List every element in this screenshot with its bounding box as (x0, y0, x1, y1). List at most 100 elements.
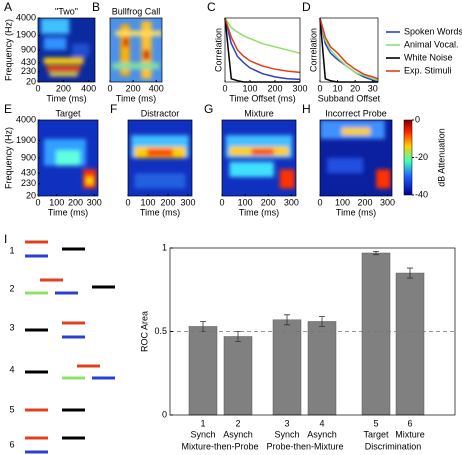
spectrogram-blob (251, 148, 274, 155)
spectrogram-blob (56, 150, 80, 166)
y-axis-label: ROC Area (139, 311, 149, 352)
frame (221, 119, 297, 197)
colorbar (403, 119, 413, 196)
spectrogram-image (38, 18, 95, 82)
line-series (224, 17, 301, 74)
spectrogram-blob (49, 72, 78, 77)
spectrogram-blob (327, 158, 364, 174)
x-sublabel: Synch (274, 429, 299, 439)
spectrogram-image (320, 120, 392, 196)
spectrogram-blob (147, 148, 173, 157)
panel-letter: D (302, 0, 311, 14)
stimulus-bar (62, 376, 85, 380)
stimulus-bar (25, 436, 48, 440)
spectrogram-blobs (320, 120, 391, 189)
y-axis-label: Correlation (308, 28, 318, 72)
y-tick-label: 230 (21, 66, 36, 76)
x-tick-label: 100 (49, 197, 64, 207)
y-tick-label: 430 (21, 57, 36, 67)
x-tick-label: 200 (56, 83, 71, 93)
y-tick-label: 20 (26, 190, 36, 200)
panel-letter: G (204, 102, 213, 116)
spectrogram (128, 120, 192, 196)
x-tick-label: 20 (350, 83, 360, 93)
frame (319, 119, 393, 197)
panel-letter: A (4, 0, 12, 14)
panel-title: "Two" (55, 6, 78, 16)
spectrogram-blob (341, 127, 371, 136)
spectrogram-blob (40, 18, 70, 34)
x-tick-label: 200 (357, 197, 372, 207)
stimulus-bar (25, 291, 48, 295)
panel-title: Distractor (141, 108, 180, 118)
error-bar (373, 250, 379, 256)
spectrogram-blob (134, 173, 186, 189)
y-tick-label: 230 (21, 178, 36, 188)
x-tick-label: 0 (219, 197, 224, 207)
panel-title: Bullfrog Call (112, 6, 161, 16)
spectrogram (110, 18, 162, 82)
line-series (319, 17, 379, 81)
spectrogram-blobs (112, 21, 162, 79)
panel-title: Mixture (244, 108, 274, 118)
x-tick-label: 300 (180, 197, 195, 207)
y-tick-label: 900 (21, 44, 36, 54)
spectrogram-blobs (131, 135, 189, 189)
x-axis-label: Time (ms) (140, 207, 180, 217)
x-axis-label: Time (ms) (336, 207, 376, 217)
spectrogram-blob (279, 169, 295, 189)
x-tick-label: 200 (267, 83, 282, 93)
spectrogram-blob (120, 24, 130, 76)
condition-number: 6 (9, 439, 14, 449)
stimulus-bar (92, 376, 115, 380)
spectrogram-image (222, 120, 296, 196)
spectrogram-image (128, 120, 192, 196)
bar (361, 252, 391, 416)
condition-number: 1 (9, 245, 14, 255)
panel-title: Incorrect Probe (325, 108, 387, 118)
x-tick-label: 200 (68, 197, 83, 207)
x-tick-label: 6 (407, 418, 412, 428)
group-label: Mixture-then-Probe (181, 441, 258, 451)
x-tick-label: 400 (149, 83, 164, 93)
spectrogram-blobs (44, 139, 97, 189)
stimulus-bar (55, 291, 78, 295)
x-tick-label: 400 (81, 83, 96, 93)
x-tick-label: 100 (335, 197, 350, 207)
y-tick-label: 4000 (16, 12, 36, 22)
frame (224, 17, 301, 83)
stimulus-bar (77, 364, 100, 368)
y-tick-label: 1900 (16, 135, 36, 145)
spectrogram-blob (112, 62, 160, 70)
spectrogram-bg (110, 18, 162, 82)
x-tick-label: 200 (160, 197, 175, 207)
x-tick-label: 200 (126, 83, 141, 93)
error-bar (319, 316, 325, 327)
y-tick-label: 1 (162, 242, 167, 252)
condition-number: 5 (9, 404, 14, 414)
condition-number: 3 (9, 322, 14, 332)
spectrogram-blob (229, 161, 274, 177)
x-tick-label: 200 (261, 197, 276, 207)
spectrogram-blob (143, 50, 150, 60)
colorbar-tick-label: -40 (415, 189, 428, 199)
legend-label: Animal Vocal. (404, 39, 459, 49)
y-axis-label: Frequency (Hz) (3, 127, 13, 189)
x-sublabel: Synch (190, 429, 215, 439)
spectrogram-blob (115, 30, 162, 36)
y-tick-label: 430 (21, 168, 36, 178)
x-tick-label: 0 (35, 83, 40, 93)
panel-letter: I (4, 232, 7, 246)
x-sublabel: Asynch (223, 429, 253, 439)
x-axis-label: Time (ms) (116, 93, 156, 103)
line-series (224, 17, 301, 54)
y-tick-label: 20 (26, 76, 36, 86)
spectrogram-blob (86, 177, 94, 185)
stimulus-bar (40, 278, 63, 282)
x-tick-label: 300 (380, 197, 395, 207)
x-sublabel: Mixture (395, 429, 425, 439)
line-series (319, 17, 379, 80)
x-sublabel: Target (363, 429, 389, 439)
stimulus-bar (25, 240, 48, 244)
